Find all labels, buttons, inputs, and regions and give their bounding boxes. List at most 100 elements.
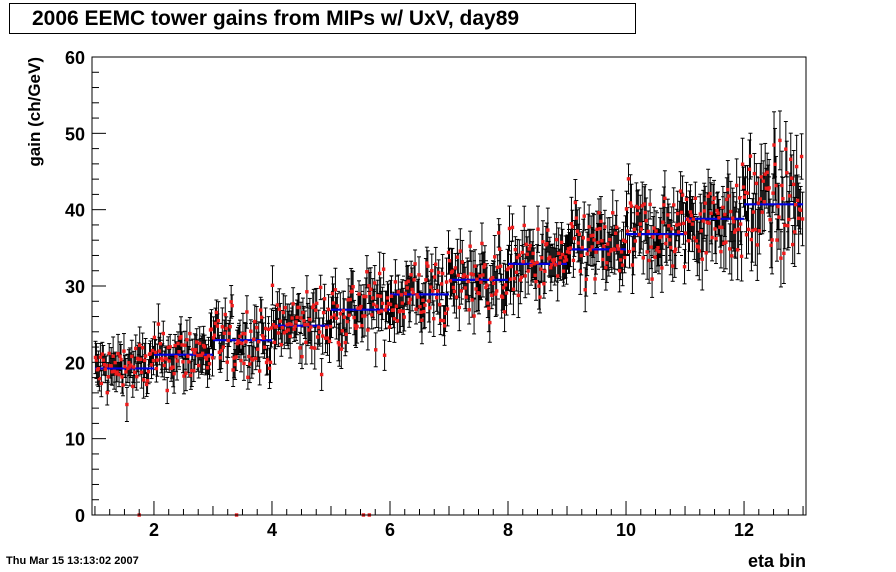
data-point — [137, 343, 142, 347]
data-point — [94, 359, 99, 363]
data-point — [542, 282, 546, 286]
data-point — [530, 259, 534, 264]
data-point — [131, 384, 135, 389]
data-point — [444, 280, 449, 284]
data-point — [200, 351, 205, 356]
data-point — [503, 283, 508, 287]
data-point — [511, 287, 516, 291]
data-point — [501, 286, 506, 290]
data-point — [264, 360, 269, 365]
data-point — [445, 307, 450, 311]
data-point — [464, 295, 468, 299]
data-point — [650, 277, 654, 281]
data-point — [304, 340, 308, 345]
data-point — [372, 302, 376, 307]
data-point — [105, 390, 109, 395]
data-point — [341, 309, 345, 313]
data-point — [303, 323, 307, 327]
data-point — [749, 237, 754, 242]
data-point — [356, 306, 360, 310]
data-point — [692, 236, 697, 240]
data-point — [223, 312, 227, 317]
data-point — [241, 331, 245, 336]
data-point — [535, 260, 539, 265]
data-point — [197, 363, 201, 368]
data-point — [471, 272, 475, 277]
data-point — [268, 360, 273, 364]
data-point — [298, 346, 302, 350]
data-point — [474, 287, 478, 291]
data-point — [672, 203, 676, 207]
data-point — [638, 222, 642, 226]
data-point — [98, 355, 103, 359]
data-point — [412, 278, 416, 282]
data-point — [257, 369, 262, 373]
data-point — [533, 273, 537, 277]
data-point — [771, 191, 775, 195]
data-point — [570, 225, 575, 229]
data-point — [664, 241, 668, 246]
data-point — [443, 311, 448, 316]
data-point — [121, 383, 125, 387]
data-point — [481, 273, 485, 277]
data-point — [243, 332, 247, 336]
data-point — [472, 314, 476, 318]
data-point — [285, 322, 289, 327]
data-point — [421, 298, 425, 302]
data-point — [207, 362, 212, 366]
data-point — [613, 231, 618, 236]
data-point — [148, 351, 153, 356]
data-point — [495, 265, 500, 270]
data-point — [314, 308, 318, 312]
data-point — [313, 346, 317, 350]
data-point — [246, 375, 250, 380]
y-tick-label: 50 — [65, 124, 85, 144]
data-point — [681, 221, 686, 226]
data-point — [740, 162, 745, 166]
data-point — [554, 237, 559, 242]
data-point — [548, 255, 552, 259]
data-point — [104, 364, 108, 368]
data-point — [255, 325, 259, 330]
data-point — [424, 278, 428, 282]
data-point — [333, 288, 338, 292]
data-point — [660, 266, 664, 270]
data-point — [579, 253, 583, 258]
data-point — [159, 356, 164, 361]
data-point — [756, 201, 761, 205]
data-point — [324, 325, 329, 329]
data-point — [151, 358, 156, 363]
data-point — [659, 235, 663, 239]
data-point — [459, 289, 463, 293]
data-point — [492, 281, 496, 286]
data-point — [683, 231, 688, 235]
data-point — [769, 243, 773, 248]
data-point — [585, 252, 589, 256]
data-point — [643, 210, 647, 215]
data-point — [635, 212, 640, 216]
data-point — [99, 381, 104, 386]
y-tick-label: 40 — [65, 201, 85, 221]
data-point — [119, 357, 123, 362]
data-point — [679, 210, 684, 214]
data-point — [455, 255, 460, 259]
data-point — [538, 295, 542, 299]
data-point — [319, 372, 324, 377]
data-point — [565, 250, 570, 254]
data-point — [696, 245, 701, 249]
data-point — [438, 318, 443, 323]
data-point — [209, 327, 214, 331]
data-point — [202, 345, 207, 349]
data-point — [114, 372, 118, 376]
data-point — [414, 307, 418, 311]
data-point — [744, 233, 749, 237]
data-point — [752, 171, 757, 176]
data-point — [211, 336, 216, 340]
data-point — [794, 164, 799, 169]
data-point — [601, 257, 605, 262]
x-tick-label: 10 — [616, 520, 636, 540]
data-point — [423, 303, 427, 307]
data-point — [621, 238, 626, 242]
data-point — [648, 202, 652, 207]
data-point — [680, 193, 685, 197]
